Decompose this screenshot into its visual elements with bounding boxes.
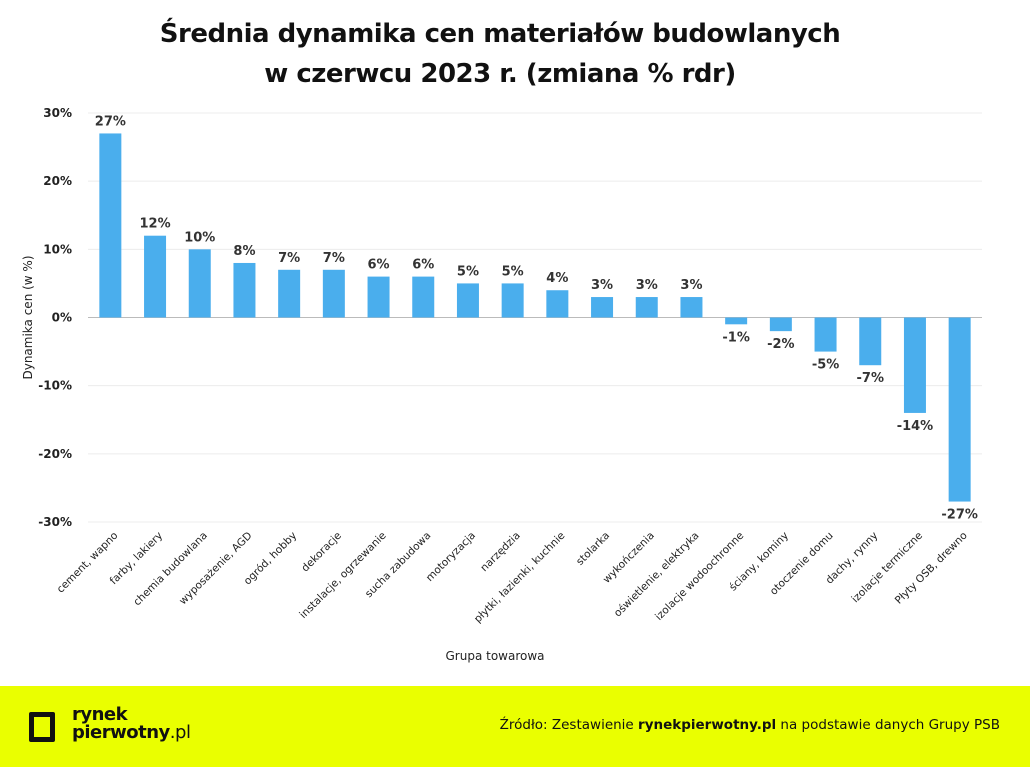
bar [859, 317, 882, 366]
logo-icon [29, 712, 55, 742]
bar [367, 276, 390, 318]
data-label: 3% [591, 278, 613, 293]
y-tick-label: -10% [38, 379, 72, 393]
y-tick-label: 30% [43, 106, 72, 120]
bar [680, 297, 703, 318]
bar [903, 317, 926, 413]
data-label: 4% [546, 271, 568, 286]
data-label: 8% [233, 244, 255, 259]
chart-title-line-1: Średnia dynamika cen materiałów budowlan… [159, 19, 841, 49]
bar [769, 317, 792, 332]
y-tick-label: 0% [52, 311, 72, 325]
bar [99, 133, 122, 318]
bar [635, 297, 658, 318]
bar [546, 290, 569, 318]
x-axis-label: Grupa towarowa [445, 649, 544, 663]
data-label: -14% [897, 419, 934, 434]
x-tick-label: chemia budowlana [131, 530, 210, 609]
data-label: 12% [139, 217, 170, 232]
bar [814, 317, 837, 352]
data-label: 6% [412, 258, 434, 273]
logo-suffix: .pl [169, 722, 191, 743]
bar [725, 317, 748, 325]
source-note: Źródło: Zestawienie rynekpierwotny.pl na… [500, 717, 1000, 733]
data-label: 6% [368, 258, 390, 273]
data-label: -2% [767, 337, 794, 352]
x-tick-label: dekoracje [299, 530, 344, 575]
bar [144, 235, 167, 318]
x-tick-label: instalacje, ogrzewanie [297, 530, 388, 621]
y-tick-label: 20% [43, 174, 72, 188]
x-tick-label: cement, wapno [55, 530, 121, 596]
x-tick-label: narzędzia [478, 530, 522, 574]
bar-chart: 30% 20% 10% 0% -10% -20% -30% Dynamika cen (w %… [21, 106, 982, 663]
bar [456, 283, 479, 318]
source-suffix: na podstawie danych Grupy PSB [776, 717, 1000, 733]
x-tick-label: izolacje wodoochronne [653, 530, 746, 623]
data-label: 7% [278, 251, 300, 266]
y-tick-label: -30% [38, 515, 72, 529]
y-tick-label: -20% [38, 447, 72, 461]
source-prefix: Źródło: Zestawienie [499, 717, 639, 733]
bar [591, 297, 614, 318]
y-axis-label: Dynamika cen (w %) [21, 255, 35, 379]
y-tick-label: 10% [43, 242, 72, 256]
data-label: -27% [941, 508, 978, 523]
data-label: -5% [812, 358, 839, 373]
footer-banner [0, 686, 1030, 767]
data-label: 5% [457, 264, 479, 279]
data-label: 5% [502, 264, 524, 279]
bar [412, 276, 435, 318]
data-label: 3% [636, 278, 658, 293]
logo-line-1: rynek [72, 704, 128, 725]
x-tick-label: oświetlenie, elektryka [612, 530, 702, 620]
data-label: 10% [184, 230, 215, 245]
x-tick-label: płytki, łazienki, kuchnie [472, 530, 568, 626]
bar [501, 283, 524, 318]
bar [188, 249, 211, 318]
bar [278, 269, 301, 318]
bar [322, 269, 345, 318]
data-label: -7% [857, 371, 884, 386]
chart-title-line-2: w czerwcu 2023 r. (zmiana % rdr) [264, 59, 736, 89]
source-bold: rynekpierwotny.pl [638, 717, 777, 733]
logo: rynek pierwotny.pl [72, 704, 191, 743]
bar [948, 317, 971, 502]
data-label: 7% [323, 251, 345, 266]
data-label: 3% [680, 278, 702, 293]
data-label: 27% [95, 114, 126, 129]
chart-title: Średnia dynamika cen materiałów budowlan… [0, 14, 1000, 94]
logo-line-2: pierwotny [72, 722, 170, 743]
bar [233, 262, 256, 318]
x-tick-label: stolarka [574, 530, 612, 568]
data-label: -1% [722, 330, 749, 345]
